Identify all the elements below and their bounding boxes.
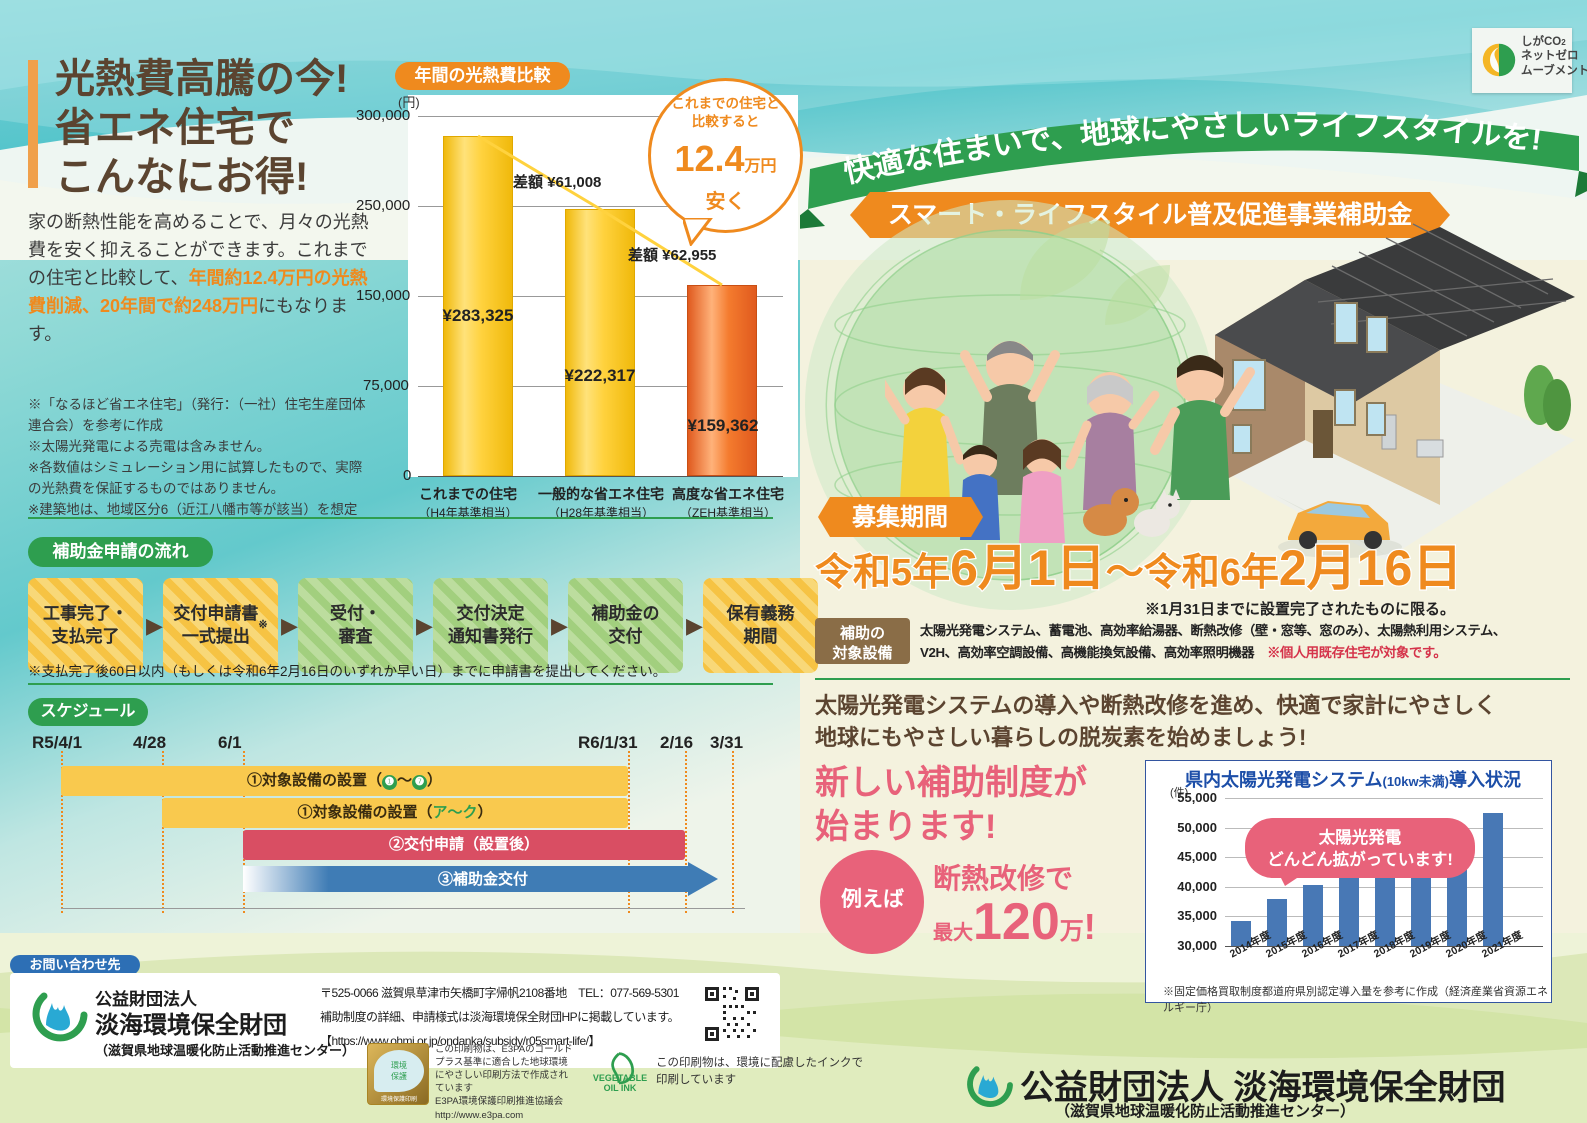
svg-text:募集期間: 募集期間 xyxy=(851,503,948,531)
svg-text:③補助金交付: ③補助金交付 xyxy=(438,870,528,888)
svg-text:どんどん拡がっています!: どんどん拡がっています! xyxy=(1267,849,1453,869)
svg-text:太陽光発電: 太陽光発電 xyxy=(1319,827,1402,847)
